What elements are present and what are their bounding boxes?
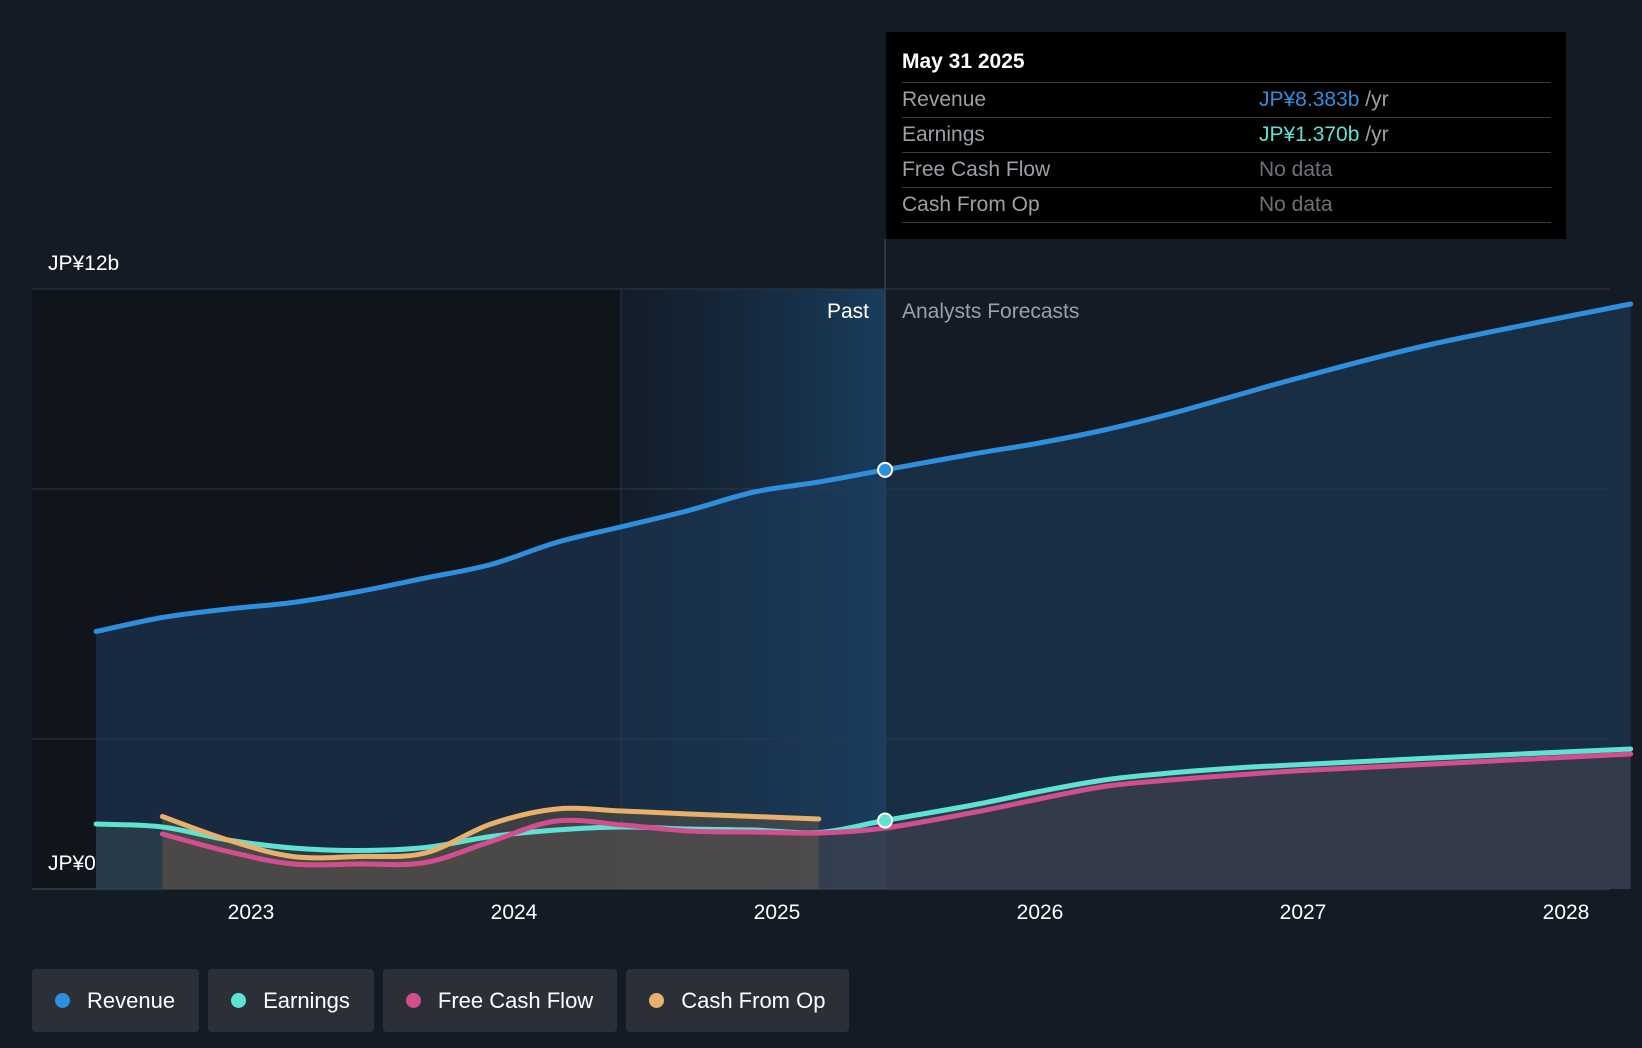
legend-item-cash-from-op[interactable]: Cash From Op — [626, 969, 850, 1032]
revenue-area — [96, 304, 1631, 889]
x-tick-label: 2025 — [753, 901, 801, 924]
tooltip-row-label: Earnings — [902, 123, 985, 146]
legend: Revenue Earnings Free Cash Flow Cash From O… — [32, 969, 850, 1032]
cash-from-op-line — [159, 805, 822, 861]
legend-label: Revenue — [87, 987, 176, 1013]
tooltip-row-value: JP¥1.370b /yr — [1259, 123, 1389, 146]
tooltip-row: Free Cash Flow No data — [902, 152, 1551, 187]
forecast-label: Analysts Forecasts — [902, 300, 1080, 323]
revenue-marker — [877, 461, 894, 478]
legend-dot-icon — [55, 993, 70, 1008]
tooltip-row: Revenue JP¥8.383b /yr — [902, 82, 1551, 117]
earnings-marker — [877, 812, 894, 829]
tooltip-row-value: No data — [1259, 158, 1333, 181]
legend-item-free-cash-flow[interactable]: Free Cash Flow — [382, 969, 618, 1032]
x-tick-label: 2023 — [227, 901, 275, 924]
tooltip-row-label: Cash From Op — [902, 193, 1040, 216]
legend-label: Cash From Op — [681, 987, 826, 1013]
x-tick-label: 2026 — [1016, 901, 1064, 924]
legend-dot-icon — [649, 993, 665, 1008]
legend-dot-icon — [231, 993, 247, 1008]
x-tick-label: 2027 — [1279, 901, 1327, 924]
tooltip-row: Earnings JP¥1.370b /yr — [902, 117, 1551, 152]
tooltip-row-label: Revenue — [902, 88, 987, 111]
tooltip-row-value: No data — [1259, 193, 1333, 216]
free-cash-flow-area — [162, 754, 1631, 889]
tooltip-row-label: Free Cash Flow — [902, 158, 1051, 181]
revenue-line — [93, 301, 1634, 634]
earnings-area — [96, 749, 1631, 889]
past-label: Past — [826, 300, 869, 323]
tooltip: May 31 2025 Revenue JP¥8.383b /yr Earnings… — [886, 32, 1566, 239]
free-cash-flow-line — [159, 751, 1634, 868]
tooltip-row-value: JP¥8.383b /yr — [1259, 88, 1389, 111]
x-tick-label: 2024 — [490, 901, 538, 924]
tooltip-date: May 31 2025 — [902, 50, 1025, 73]
legend-label: Earnings — [263, 987, 350, 1013]
legend-dot-icon — [405, 993, 421, 1008]
y-axis-bottom-label: JP¥0 — [48, 852, 96, 875]
x-tick-label: 2028 — [1542, 901, 1590, 924]
y-axis-top-label: JP¥12b — [48, 252, 120, 275]
legend-item-revenue[interactable]: Revenue — [32, 969, 200, 1032]
legend-label: Free Cash Flow — [437, 987, 594, 1013]
tooltip-row: Cash From Op No data — [902, 187, 1551, 223]
legend-item-earnings[interactable]: Earnings — [208, 969, 374, 1032]
